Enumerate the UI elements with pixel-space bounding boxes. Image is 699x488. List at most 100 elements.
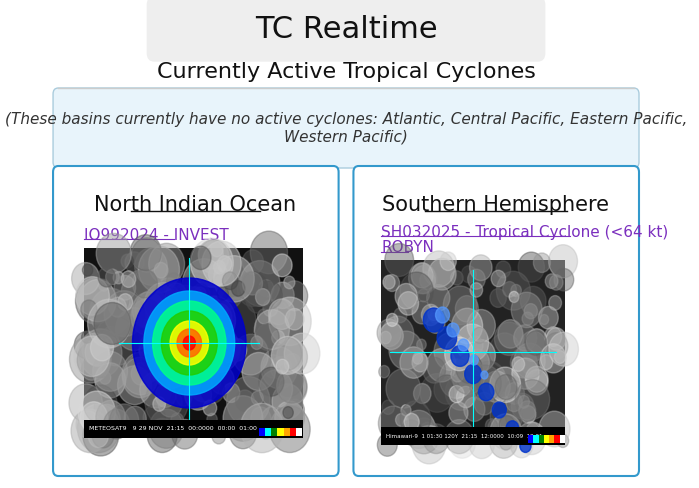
Circle shape xyxy=(189,366,220,402)
Circle shape xyxy=(82,331,92,343)
Circle shape xyxy=(496,271,531,310)
Circle shape xyxy=(215,304,229,320)
Circle shape xyxy=(259,280,274,297)
Bar xyxy=(528,435,533,443)
Bar xyxy=(533,435,538,443)
Circle shape xyxy=(459,339,469,351)
Circle shape xyxy=(261,407,287,437)
Circle shape xyxy=(183,336,196,350)
Circle shape xyxy=(82,333,110,365)
Bar xyxy=(289,428,296,436)
Circle shape xyxy=(214,256,254,302)
Circle shape xyxy=(259,424,273,439)
Circle shape xyxy=(488,384,499,396)
Circle shape xyxy=(154,263,168,278)
Circle shape xyxy=(256,324,279,350)
Circle shape xyxy=(74,332,98,358)
Text: IO992024 - INVEST: IO992024 - INVEST xyxy=(85,227,229,243)
Circle shape xyxy=(284,276,295,289)
Circle shape xyxy=(222,349,234,363)
Circle shape xyxy=(280,403,304,431)
Circle shape xyxy=(526,423,540,437)
Circle shape xyxy=(143,406,166,431)
Circle shape xyxy=(402,410,435,448)
Circle shape xyxy=(485,419,498,432)
Circle shape xyxy=(404,413,419,430)
Bar xyxy=(559,435,565,443)
Circle shape xyxy=(254,309,289,349)
Circle shape xyxy=(144,291,235,395)
Circle shape xyxy=(210,271,244,310)
Circle shape xyxy=(498,320,523,348)
Circle shape xyxy=(77,342,110,379)
Circle shape xyxy=(246,285,270,313)
Circle shape xyxy=(282,281,308,311)
Circle shape xyxy=(135,248,167,285)
Circle shape xyxy=(545,333,568,360)
Circle shape xyxy=(226,376,270,426)
Circle shape xyxy=(192,284,210,305)
Circle shape xyxy=(277,339,308,375)
Circle shape xyxy=(78,391,115,433)
Circle shape xyxy=(211,377,220,388)
Circle shape xyxy=(190,359,200,369)
Circle shape xyxy=(526,369,548,395)
Circle shape xyxy=(271,282,294,308)
Circle shape xyxy=(518,252,545,282)
Bar xyxy=(265,428,271,436)
Circle shape xyxy=(272,330,284,345)
Circle shape xyxy=(185,379,212,410)
Circle shape xyxy=(110,404,138,437)
Circle shape xyxy=(193,296,236,345)
Circle shape xyxy=(495,374,517,400)
Bar xyxy=(278,428,284,436)
Circle shape xyxy=(155,384,176,407)
Circle shape xyxy=(396,414,407,427)
Circle shape xyxy=(434,375,459,404)
Circle shape xyxy=(420,373,454,412)
Circle shape xyxy=(99,279,109,291)
Circle shape xyxy=(243,250,264,274)
Circle shape xyxy=(423,424,449,453)
Circle shape xyxy=(200,326,240,372)
Circle shape xyxy=(382,400,394,414)
Circle shape xyxy=(227,341,245,361)
Text: Himawari-9  1 01:30 120Y  21:15  12:0000  10:09  12:01: Himawari-9 1 01:30 120Y 21:15 12:0000 10… xyxy=(386,433,542,439)
Circle shape xyxy=(93,351,127,391)
Circle shape xyxy=(276,359,289,374)
Circle shape xyxy=(467,336,483,355)
Circle shape xyxy=(272,254,292,277)
Circle shape xyxy=(158,389,182,417)
Circle shape xyxy=(172,419,198,449)
Circle shape xyxy=(153,397,166,411)
Circle shape xyxy=(378,406,409,441)
Circle shape xyxy=(445,420,474,454)
Circle shape xyxy=(279,372,307,404)
Circle shape xyxy=(380,331,391,344)
Circle shape xyxy=(202,241,241,286)
Circle shape xyxy=(210,366,234,394)
Circle shape xyxy=(435,307,449,323)
Circle shape xyxy=(490,427,517,458)
Circle shape xyxy=(229,418,257,449)
Circle shape xyxy=(121,270,164,319)
Circle shape xyxy=(240,403,284,453)
Circle shape xyxy=(223,383,240,403)
Circle shape xyxy=(437,327,456,349)
Circle shape xyxy=(452,308,482,344)
Circle shape xyxy=(512,358,539,389)
Circle shape xyxy=(414,384,431,404)
Circle shape xyxy=(203,400,217,416)
Circle shape xyxy=(389,331,423,370)
Circle shape xyxy=(208,264,228,285)
Circle shape xyxy=(133,278,246,408)
Circle shape xyxy=(152,344,191,388)
Circle shape xyxy=(549,332,579,366)
Circle shape xyxy=(514,343,545,379)
Circle shape xyxy=(511,285,521,296)
Circle shape xyxy=(251,336,263,349)
Circle shape xyxy=(217,287,229,300)
Circle shape xyxy=(509,291,519,303)
Circle shape xyxy=(79,329,122,378)
Circle shape xyxy=(150,350,180,386)
